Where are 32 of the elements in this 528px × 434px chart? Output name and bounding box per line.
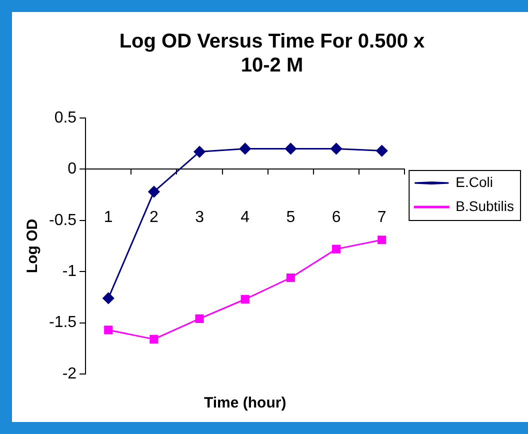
y-axis-title: Log OD — [24, 218, 42, 274]
point — [102, 292, 114, 304]
y-tick-label: -1 — [62, 263, 77, 280]
point — [148, 186, 160, 198]
x-tick-label: 6 — [332, 209, 341, 226]
x-tick-label: 5 — [286, 209, 296, 226]
point — [332, 244, 341, 254]
point — [239, 142, 251, 154]
y-tick-label: -2 — [62, 365, 77, 382]
y-tick-label: 0 — [68, 160, 77, 178]
chart-title: Log OD Versus Time For 0.500 x 10-2 M — [119, 30, 425, 77]
x-axis-title: Time (hour) — [204, 394, 286, 412]
point — [104, 326, 113, 334]
point — [286, 273, 295, 282]
x-tick-label: 3 — [195, 209, 204, 226]
point — [378, 236, 386, 244]
y-tick-label: -1.5 — [48, 314, 77, 332]
point — [376, 145, 388, 157]
point — [150, 334, 158, 344]
point — [195, 314, 204, 323]
point — [240, 294, 250, 304]
legend-label: E.Coli — [456, 174, 493, 190]
point — [194, 146, 206, 158]
x-tick-label: 7 — [377, 209, 386, 226]
legend-label: B.Subtilis — [456, 198, 514, 214]
point — [330, 142, 342, 154]
point — [284, 142, 296, 154]
y-tick-label: -0.5 — [48, 212, 77, 229]
x-tick-label: 4 — [240, 209, 250, 226]
x-tick-label: 2 — [149, 209, 158, 226]
y-tick-label: 0.5 — [54, 109, 77, 126]
x-tick-label: 1 — [104, 209, 113, 226]
